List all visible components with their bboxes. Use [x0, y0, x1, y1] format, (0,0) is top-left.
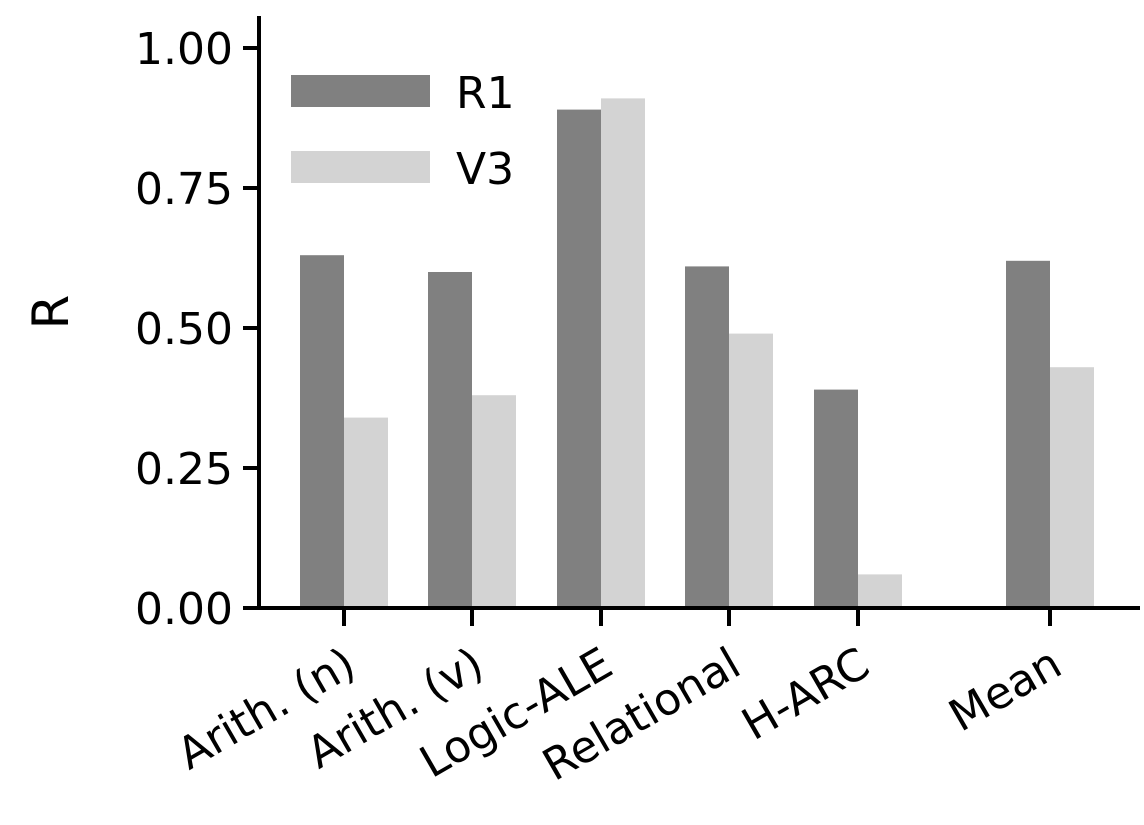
bar-r1-5: [1006, 260, 1050, 608]
y-tick-label: 0.75: [135, 164, 233, 215]
legend-label-r1: R1: [456, 68, 515, 119]
bar-r1-0: [300, 255, 344, 608]
bar-r1-3: [685, 266, 729, 608]
x-ticks-group: Arith. (n)Arith. (v)Logic-ALERelationalH…: [169, 608, 1070, 791]
bar-v3-2: [601, 98, 645, 609]
y-tick-label: 0.50: [135, 304, 233, 355]
y-tick-label: 0.25: [135, 444, 233, 495]
bars-group: [300, 98, 1094, 609]
bar-r1-4: [814, 389, 858, 608]
legend-label-v3: V3: [456, 144, 514, 195]
legend-swatch-v3: [291, 151, 430, 183]
legend-swatch-r1: [291, 75, 430, 107]
bar-v3-4: [858, 574, 902, 608]
bar-v3-3: [729, 333, 773, 608]
x-tick-label: Mean: [941, 638, 1070, 742]
x-tick-label: H-ARC: [734, 638, 878, 751]
bar-v3-5: [1050, 367, 1094, 608]
bar-r1-1: [428, 272, 472, 608]
bar-v3-0: [344, 417, 388, 608]
y-ticks-group: 0.00 0.25 0.50 0.75 1.00: [135, 24, 259, 635]
bar-r1-2: [557, 109, 601, 608]
bar-v3-1: [472, 395, 516, 608]
y-tick-label: 0.00: [135, 584, 233, 635]
y-tick-label: 1.00: [135, 24, 233, 75]
axes-group: [257, 16, 1140, 610]
y-axis-label: R: [22, 295, 80, 330]
